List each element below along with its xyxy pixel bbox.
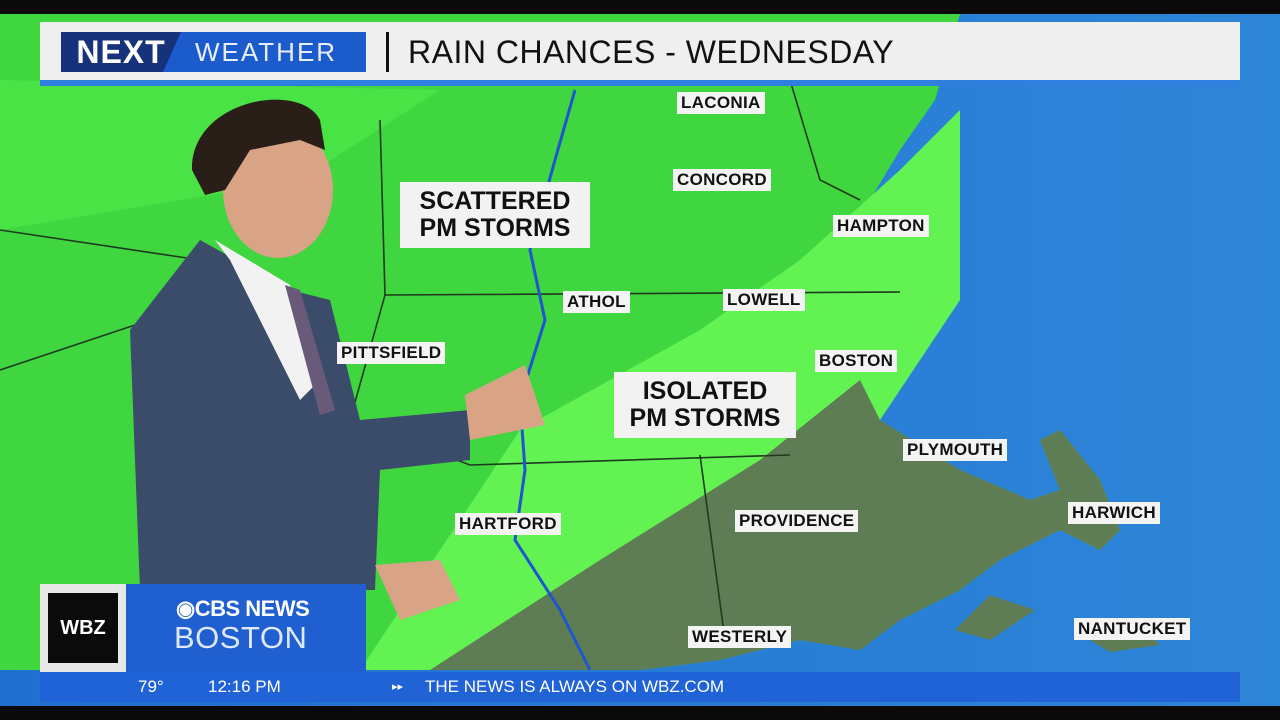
ticker-message: THE NEWS IS ALWAYS ON WBZ.COM [425,677,725,696]
city-label-plymouth: PLYMOUTH [903,439,1008,461]
city-label-pittsfield: PITTSFIELD [337,342,446,364]
news-ticker: 79° 12:16 PM ▸▸ THE NEWS IS ALWAYS ON WB… [40,672,1240,702]
clock-time: 12:16 PM [208,677,281,696]
network-label: CBS NEWS [194,596,310,621]
logo-next: NEXT [61,32,181,72]
city-label-athol: ATHOL [563,291,630,313]
divider [386,32,389,72]
city-label-lowell: LOWELL [723,289,805,311]
meteorologist [130,99,545,620]
city-label-harwich: HARWICH [1068,502,1160,524]
title-bar: NEXT WEATHER RAIN CHANCES - WEDNESDAY [40,22,1240,86]
callout-scattered-storms: SCATTERED PM STORMS [400,182,590,248]
temperature: 79° [138,677,164,696]
ticker-arrows-icon: ▸▸ [392,681,404,693]
station-call-letters: WBZ [48,593,118,663]
marthas-vineyard-island [955,595,1035,640]
city-label-hartford: HARTFORD [455,513,561,535]
network-name: ◉CBS NEWS [176,596,310,622]
logo-weather: WEATHER [195,36,338,67]
city-label-providence: PROVIDENCE [735,510,859,532]
page-title: RAIN CHANCES - WEDNESDAY [408,34,895,70]
city-label-westerly: WESTERLY [688,626,792,648]
cbs-eye-icon: ◉ [176,596,195,621]
city-label-hampton: HAMPTON [833,215,929,237]
city-label-nantucket: NANTUCKET [1074,618,1191,640]
city-label-boston: BOSTON [815,350,898,372]
station-bug: WBZ ◉CBS NEWS BOSTON [40,584,366,672]
city-label-laconia: LACONIA [677,92,765,114]
city-label-concord: CONCORD [673,169,771,191]
wbz-logo: WBZ [40,584,126,672]
station-city: BOSTON [174,620,308,655]
callout-isolated-storms: ISOLATED PM STORMS [614,372,796,438]
next-weather-logo: NEXT WEATHER [61,32,366,72]
